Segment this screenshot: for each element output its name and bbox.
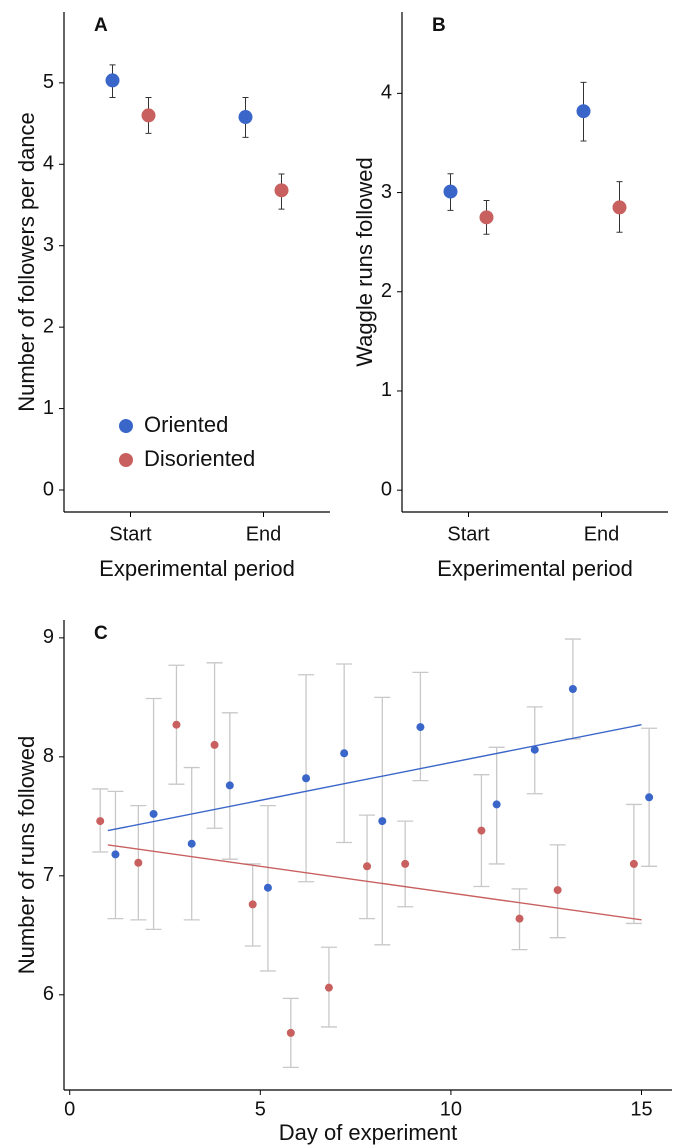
point	[141, 108, 156, 123]
x-tick-label: 0	[64, 1098, 75, 1120]
y-tick-label: 1	[381, 379, 392, 401]
legend-marker	[119, 419, 133, 433]
legend-label: Disoriented	[144, 446, 255, 471]
point	[172, 720, 181, 729]
x-axis-title: Experimental period	[437, 556, 633, 581]
point	[324, 983, 333, 992]
point	[134, 858, 143, 867]
y-tick-label: 0	[381, 478, 392, 500]
panel-label: B	[432, 15, 446, 36]
point	[105, 73, 120, 88]
y-tick-label: 3	[381, 181, 392, 203]
point	[401, 859, 410, 868]
point	[612, 200, 627, 215]
point	[479, 210, 494, 225]
y-tick-label: 7	[43, 864, 54, 886]
y-axis-title: Number of runs followed	[14, 736, 39, 974]
point	[111, 850, 120, 859]
y-tick-label: 6	[43, 983, 54, 1005]
y-axis-title: Number of followers per dance	[14, 112, 39, 412]
y-tick-label: 1	[43, 397, 54, 419]
point	[378, 817, 387, 826]
y-tick-label: 3	[43, 234, 54, 256]
point	[645, 793, 654, 802]
x-tick-label: Start	[109, 523, 152, 545]
point	[149, 809, 158, 818]
point	[530, 745, 539, 754]
point	[274, 183, 289, 198]
x-tick-label: End	[246, 523, 282, 545]
y-tick-label: 9	[43, 626, 54, 648]
point	[248, 900, 257, 909]
point	[340, 749, 349, 758]
y-tick-label: 5	[43, 71, 54, 93]
point	[576, 104, 591, 119]
trend-line	[107, 844, 642, 921]
y-tick-label: 0	[43, 478, 54, 500]
point	[515, 914, 524, 923]
point	[286, 1028, 295, 1037]
point	[629, 859, 638, 868]
y-tick-label: 2	[43, 315, 54, 337]
x-tick-label: 10	[440, 1098, 462, 1120]
point	[263, 883, 272, 892]
x-axis-title: Day of experiment	[279, 1120, 458, 1145]
point	[363, 862, 372, 871]
y-axis-title: Waggle runs followed	[352, 157, 377, 367]
y-tick-label: 4	[43, 153, 54, 175]
point	[210, 740, 219, 749]
x-axis-title: Experimental period	[99, 556, 295, 581]
point	[302, 774, 311, 783]
point	[553, 886, 562, 895]
trend-line	[107, 724, 642, 832]
y-tick-label: 8	[43, 745, 54, 767]
point	[443, 184, 458, 199]
legend-label: Oriented	[144, 412, 228, 437]
panel-label: A	[94, 15, 108, 36]
legend-marker	[119, 453, 133, 467]
point	[238, 110, 253, 125]
x-tick-label: Start	[447, 523, 490, 545]
point	[477, 826, 486, 835]
point	[187, 839, 196, 848]
y-tick-label: 2	[381, 280, 392, 302]
point	[568, 685, 577, 694]
x-tick-label: 15	[630, 1098, 652, 1120]
point	[492, 800, 501, 809]
panel-label: C	[94, 623, 108, 644]
x-tick-label: 5	[255, 1098, 266, 1120]
y-tick-label: 4	[381, 82, 392, 104]
x-tick-label: End	[584, 523, 620, 545]
point	[96, 817, 105, 826]
point	[225, 781, 234, 790]
point	[416, 723, 425, 732]
